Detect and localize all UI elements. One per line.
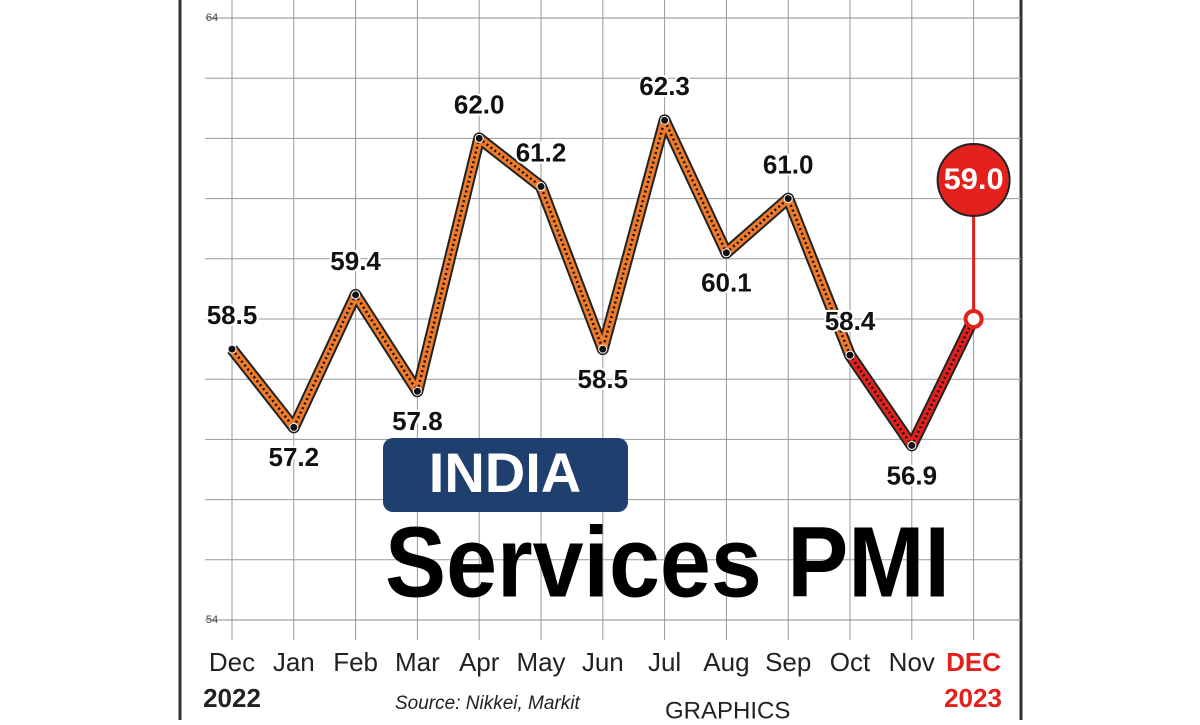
data-label: 57.2 — [268, 442, 319, 472]
point — [289, 422, 299, 432]
x-tick-label: Dec — [209, 647, 255, 677]
x-tick-label: Apr — [459, 647, 500, 677]
x-tick-label: Oct — [830, 647, 871, 677]
point — [536, 182, 546, 192]
data-label: 58.5 — [207, 300, 258, 330]
data-label: 62.3 — [639, 71, 690, 101]
data-label: 60.1 — [701, 268, 752, 298]
x-tick-label: Nov — [889, 647, 935, 677]
data-label: 57.8 — [392, 406, 443, 436]
point — [660, 115, 670, 125]
data-label: 59.4 — [330, 246, 381, 276]
x-tick-label: Jan — [273, 647, 315, 677]
y-tick-label: 54 — [206, 614, 218, 626]
data-label: 58.5 — [577, 364, 628, 394]
x-tick-label: May — [516, 647, 565, 677]
point — [845, 350, 855, 360]
point — [721, 248, 731, 258]
point — [227, 344, 237, 354]
title-box — [383, 438, 628, 512]
x-tick-label: DEC — [946, 647, 1001, 677]
data-label: 56.9 — [886, 460, 937, 490]
data-label: 59.0 — [944, 163, 1004, 196]
point — [963, 309, 984, 329]
data-label: 61.2 — [516, 137, 567, 167]
point — [351, 290, 361, 300]
end-year: 2023 — [944, 683, 1002, 713]
brand: GRAPHICS — [665, 697, 790, 720]
point — [783, 194, 793, 204]
x-tick-label: Mar — [395, 647, 440, 677]
x-tick-label: Aug — [703, 647, 749, 677]
data-label: 61.0 — [763, 149, 814, 179]
data-label: 58.4 — [825, 306, 876, 336]
start-year: 2022 — [203, 683, 261, 713]
x-tick-label: Jun — [582, 647, 624, 677]
data-label: 62.0 — [454, 89, 505, 119]
point — [907, 440, 917, 450]
x-tick-label: Sep — [765, 647, 811, 677]
x-tick-label: Jul — [648, 647, 681, 677]
y-tick-label: 64 — [206, 12, 218, 24]
source: Source: Nikkei, Markit — [395, 693, 580, 714]
chart-subtitle: Services PMI — [385, 506, 950, 618]
balloon — [936, 143, 1011, 217]
point — [412, 386, 422, 396]
chart-title: INDIA — [429, 441, 581, 504]
x-tick-label: Feb — [333, 647, 378, 677]
point — [474, 133, 484, 143]
point — [598, 344, 608, 354]
